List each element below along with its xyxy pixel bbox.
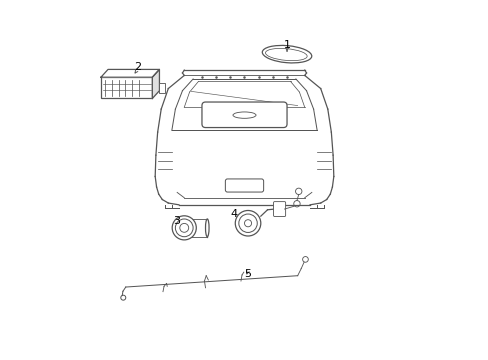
Ellipse shape (175, 219, 193, 237)
Text: 5: 5 (244, 269, 251, 279)
FancyBboxPatch shape (159, 82, 165, 93)
Ellipse shape (244, 220, 251, 227)
FancyBboxPatch shape (273, 202, 285, 216)
FancyBboxPatch shape (202, 102, 286, 127)
Text: 2: 2 (134, 62, 142, 72)
FancyBboxPatch shape (225, 179, 263, 192)
Ellipse shape (205, 219, 209, 237)
Text: 3: 3 (173, 216, 180, 226)
Ellipse shape (262, 45, 311, 63)
Text: 1: 1 (283, 40, 290, 50)
Polygon shape (152, 69, 159, 99)
Ellipse shape (238, 214, 257, 233)
FancyBboxPatch shape (184, 219, 207, 237)
Ellipse shape (235, 211, 260, 236)
Text: 4: 4 (230, 209, 237, 219)
Ellipse shape (172, 216, 196, 240)
Polygon shape (101, 69, 159, 77)
Ellipse shape (180, 224, 188, 232)
FancyBboxPatch shape (101, 77, 152, 99)
